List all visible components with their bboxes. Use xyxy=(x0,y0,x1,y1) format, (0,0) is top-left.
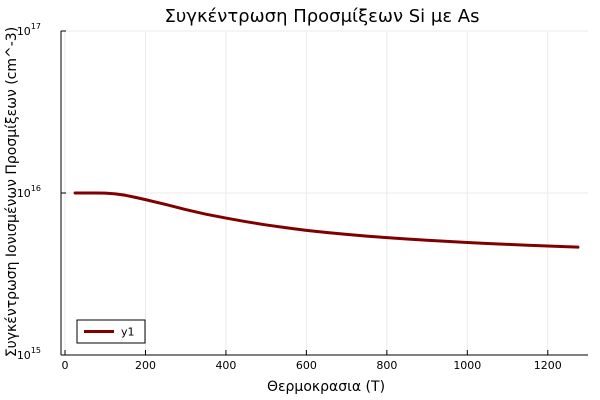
x-tick-label: 600 xyxy=(296,359,317,372)
x-tick-label: 1200 xyxy=(534,359,562,372)
series-layer xyxy=(73,191,580,249)
legend: y1 xyxy=(76,319,146,344)
y-tick-label: 1016 xyxy=(17,184,41,200)
x-axis-label: Θερμοκρασια (T) xyxy=(267,379,385,395)
x-tick-label: 0 xyxy=(62,359,69,372)
legend-label: y1 xyxy=(121,326,135,339)
chart-title: Συγκέντρωση Προσμίξεων Si με As xyxy=(165,6,480,27)
y-tick-label: 1015 xyxy=(17,346,41,362)
grid xyxy=(61,30,588,356)
y-tick-label: 1017 xyxy=(17,22,41,38)
y-axis-label: Συγκέντρωση Ιονισμένων Προσμίξεων (cm^-3… xyxy=(4,27,20,357)
x-tick-label: 200 xyxy=(135,359,156,372)
x-tick-label: 400 xyxy=(215,359,236,372)
x-tick-label: 800 xyxy=(376,359,397,372)
axes xyxy=(60,30,588,356)
series-line xyxy=(73,191,580,249)
x-tick-label: 1000 xyxy=(453,359,481,372)
